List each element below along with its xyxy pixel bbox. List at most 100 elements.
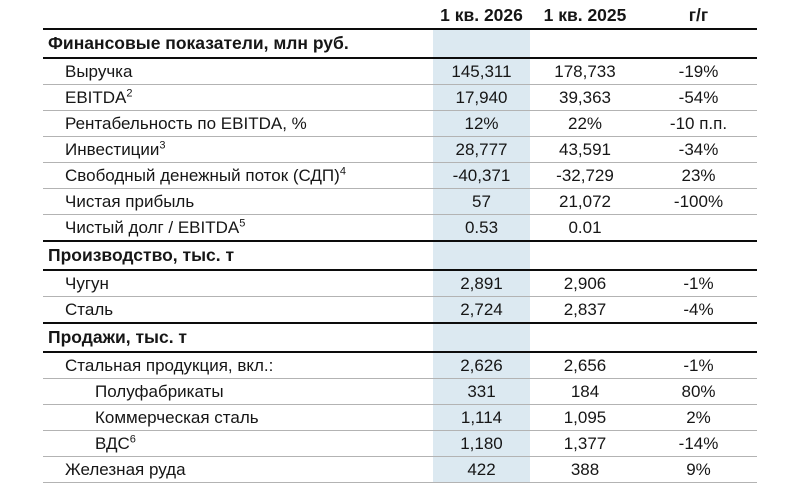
row-label-text: Чистый долг / EBITDA: [65, 218, 240, 237]
financial-results-table-wrap: 1 кв. 2026 1 кв. 2025 г/г Финансовые пок…: [43, 3, 757, 483]
table-row: Чистая прибыль 57 21,072 -100%: [43, 188, 757, 215]
row-label-text: Рентабельность по EBITDA, %: [65, 114, 307, 133]
value-q1-2025: 0.01: [530, 214, 640, 242]
value-q1-2026: 12%: [433, 110, 530, 137]
row-label: Коммерческая сталь: [43, 404, 433, 431]
value-q1-2026: 0.53: [433, 214, 530, 242]
row-label-text: Чистая прибыль: [65, 192, 195, 211]
table-row: Инвестиции3 28,777 43,591 -34%: [43, 136, 757, 163]
value-q1-2026: 2,724: [433, 296, 530, 324]
row-label: Стальная продукция, вкл.:: [43, 352, 433, 379]
section-header-row: Продажи, тыс. т: [43, 322, 757, 353]
row-label-text: Стальная продукция, вкл.:: [65, 356, 274, 375]
row-label: Сталь: [43, 296, 433, 324]
row-label-text: Полуфабрикаты: [95, 382, 224, 401]
value-yoy: 80%: [640, 378, 757, 405]
row-label: Рентабельность по EBITDA, %: [43, 110, 433, 137]
table-row: Выручка 145,311 178,733 -19%: [43, 58, 757, 85]
value-yoy: 9%: [640, 456, 757, 483]
section-cell-2026: [433, 322, 530, 353]
row-label-text: Свободный денежный поток (СДП): [65, 166, 340, 185]
value-q1-2025: 2,656: [530, 352, 640, 379]
value-q1-2025: 184: [530, 378, 640, 405]
row-label: Чугун: [43, 270, 433, 297]
value-q1-2026: 2,891: [433, 270, 530, 297]
value-q1-2025: 1,377: [530, 430, 640, 457]
column-header-empty: [43, 3, 433, 30]
value-q1-2026: 17,940: [433, 84, 530, 111]
section-cell-2025: [530, 322, 640, 353]
section-cell-yoy: [640, 240, 757, 271]
value-yoy: [640, 214, 757, 242]
table-row: Рентабельность по EBITDA, % 12% 22% -10 п.п…: [43, 110, 757, 137]
footnote-marker: 4: [339, 165, 346, 178]
section-cell-yoy: [640, 322, 757, 353]
value-yoy: 2%: [640, 404, 757, 431]
value-q1-2025: 2,837: [530, 296, 640, 324]
section-title: Производство, тыс. т: [43, 240, 433, 271]
table-row: Полуфабрикаты 331 184 80%: [43, 378, 757, 405]
value-q1-2026: 1,180: [433, 430, 530, 457]
row-label: ВДС6: [43, 430, 433, 457]
value-yoy: -100%: [640, 188, 757, 215]
row-label-text: EBITDA: [65, 88, 127, 107]
section-cell-yoy: [640, 28, 757, 59]
value-q1-2026: 57: [433, 188, 530, 215]
section-title: Финансовые показатели, млн руб.: [43, 28, 433, 59]
column-header-q1-2026: 1 кв. 2026: [433, 3, 530, 30]
value-q1-2025: 178,733: [530, 58, 640, 85]
value-yoy: -10 п.п.: [640, 110, 757, 137]
row-label: Инвестиции3: [43, 136, 433, 163]
value-yoy: -54%: [640, 84, 757, 111]
value-q1-2026: -40,371: [433, 162, 530, 189]
table-row: Свободный денежный поток (СДП)4 -40,371 -3…: [43, 162, 757, 189]
value-yoy: -14%: [640, 430, 757, 457]
row-label: Железная руда: [43, 456, 433, 483]
table-body: Финансовые показатели, млн руб. Выручка 14…: [43, 28, 757, 483]
financial-results-table: 1 кв. 2026 1 кв. 2025 г/г Финансовые пок…: [43, 3, 757, 483]
value-yoy: -1%: [640, 270, 757, 297]
row-label-text: Коммерческая сталь: [95, 408, 259, 427]
table-row: Чугун 2,891 2,906 -1%: [43, 270, 757, 297]
value-q1-2025: 43,591: [530, 136, 640, 163]
footnote-marker: 3: [159, 139, 166, 152]
column-header-row: 1 кв. 2026 1 кв. 2025 г/г: [43, 3, 757, 30]
value-q1-2025: -32,729: [530, 162, 640, 189]
row-label-text: Железная руда: [65, 460, 186, 479]
value-q1-2026: 145,311: [433, 58, 530, 85]
value-q1-2025: 1,095: [530, 404, 640, 431]
table-row: Сталь 2,724 2,837 -4%: [43, 296, 757, 324]
row-label: Чистая прибыль: [43, 188, 433, 215]
section-cell-2025: [530, 240, 640, 271]
table-row: Железная руда 422 388 9%: [43, 456, 757, 483]
value-q1-2026: 422: [433, 456, 530, 483]
value-yoy: -19%: [640, 58, 757, 85]
row-label: Свободный денежный поток (СДП)4: [43, 162, 433, 189]
footnote-marker: 5: [239, 217, 246, 230]
value-yoy: -4%: [640, 296, 757, 324]
row-label: EBITDA2: [43, 84, 433, 111]
value-q1-2025: 22%: [530, 110, 640, 137]
value-q1-2026: 2,626: [433, 352, 530, 379]
table-row: EBITDA2 17,940 39,363 -54%: [43, 84, 757, 111]
value-q1-2025: 2,906: [530, 270, 640, 297]
row-label-text: Чугун: [65, 274, 109, 293]
row-label-text: Инвестиции: [65, 140, 160, 159]
row-label-text: Выручка: [65, 62, 133, 81]
value-q1-2025: 388: [530, 456, 640, 483]
section-header-row: Финансовые показатели, млн руб.: [43, 28, 757, 59]
section-cell-2026: [433, 240, 530, 271]
value-yoy: -34%: [640, 136, 757, 163]
column-header-q1-2025: 1 кв. 2025: [530, 3, 640, 30]
section-header-row: Производство, тыс. т: [43, 240, 757, 271]
section-title: Продажи, тыс. т: [43, 322, 433, 353]
row-label: Полуфабрикаты: [43, 378, 433, 405]
section-cell-2025: [530, 28, 640, 59]
value-yoy: -1%: [640, 352, 757, 379]
table-row: ВДС6 1,180 1,377 -14%: [43, 430, 757, 457]
row-label: Выручка: [43, 58, 433, 85]
footnote-marker: 6: [129, 433, 136, 446]
value-q1-2026: 331: [433, 378, 530, 405]
section-cell-2026: [433, 28, 530, 59]
column-header-yoy: г/г: [640, 3, 757, 30]
